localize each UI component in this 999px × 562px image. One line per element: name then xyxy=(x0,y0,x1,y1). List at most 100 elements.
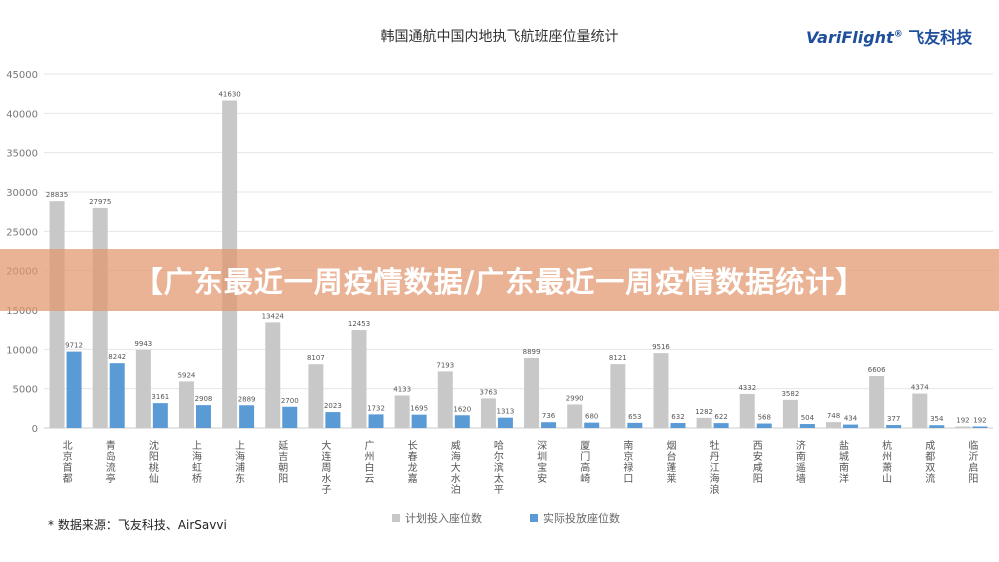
bar-actual xyxy=(756,423,772,428)
data-label-planned: 41630 xyxy=(218,91,240,99)
data-label-planned: 5924 xyxy=(178,371,196,379)
bar-planned xyxy=(567,404,583,428)
bar-planned xyxy=(524,357,540,428)
data-label-actual: 354 xyxy=(930,415,944,423)
bar-actual xyxy=(497,417,513,428)
data-label-actual: 3161 xyxy=(151,393,169,401)
x-tick-label: 盐城南洋 xyxy=(837,439,849,484)
logo-registered-mark: ® xyxy=(893,29,903,40)
data-label-planned: 28835 xyxy=(46,191,68,199)
legend-item-planned: 计划投入座位数 xyxy=(392,510,482,526)
x-tick-label: 南京禄口 xyxy=(621,439,633,484)
data-label-actual: 2700 xyxy=(281,397,299,405)
bar-planned xyxy=(696,417,712,428)
bar-planned xyxy=(653,353,669,428)
data-label-actual: 377 xyxy=(887,415,900,423)
data-label-planned: 4374 xyxy=(911,384,929,392)
data-label-actual: 1695 xyxy=(410,405,428,413)
data-label-planned: 2990 xyxy=(566,394,584,402)
data-label-planned: 12453 xyxy=(348,320,370,328)
x-tick-label: 上海虹桥 xyxy=(189,440,201,484)
bar-actual xyxy=(843,424,859,428)
data-label-actual: 434 xyxy=(844,415,858,423)
bar-actual xyxy=(541,422,557,428)
y-tick-label: 45000 xyxy=(6,70,38,81)
x-tick-label: 深圳宝安 xyxy=(535,440,547,484)
bar-planned xyxy=(92,207,108,428)
data-label-planned: 27975 xyxy=(89,198,111,206)
x-tick-label: 上海浦东 xyxy=(233,440,245,484)
data-label-planned: 13424 xyxy=(262,312,285,320)
y-tick-label: 40000 xyxy=(6,109,38,120)
data-label-actual: 680 xyxy=(585,413,598,421)
data-label-planned: 748 xyxy=(827,412,840,420)
bar-actual xyxy=(152,403,168,428)
legend-label-planned: 计划投入座位数 xyxy=(405,512,482,525)
bar-actual xyxy=(325,412,341,428)
x-tick-label: 长春龙嘉 xyxy=(405,440,417,484)
bar-planned xyxy=(480,398,496,428)
data-label-actual: 653 xyxy=(628,413,641,421)
bar-planned xyxy=(265,322,281,428)
y-tick-label: 0 xyxy=(32,424,38,435)
data-label-actual: 1313 xyxy=(497,408,515,416)
data-label-actual: 632 xyxy=(671,413,684,421)
y-tick-label: 35000 xyxy=(6,149,38,160)
bar-actual xyxy=(886,425,902,428)
bar-actual xyxy=(66,351,82,428)
bar-actual xyxy=(670,423,686,428)
bar-actual xyxy=(584,422,600,428)
data-label-actual: 2023 xyxy=(324,402,342,410)
bar-planned xyxy=(135,349,151,428)
y-tick-label: 30000 xyxy=(6,188,38,199)
data-label-actual: 2908 xyxy=(195,395,213,403)
logo-chinese-name: 飞友科技 xyxy=(908,28,973,47)
x-tick-label: 临沂启阳 xyxy=(966,439,978,484)
bar-planned xyxy=(308,364,324,428)
x-tick-label: 延吉朝阳 xyxy=(276,440,288,484)
bar-actual xyxy=(713,423,729,428)
data-label-planned: 4332 xyxy=(738,384,756,392)
bar-actual xyxy=(368,414,384,428)
data-label-actual: 2889 xyxy=(238,395,256,403)
bar-actual xyxy=(972,426,988,428)
data-label-actual: 504 xyxy=(801,414,815,422)
legend-item-actual: 实际投放座位数 xyxy=(530,510,620,526)
x-tick-label: 牡丹江海浪 xyxy=(707,439,719,495)
bar-planned xyxy=(955,426,971,428)
x-tick-label: 大连周水子 xyxy=(319,439,331,495)
bar-planned xyxy=(351,330,367,428)
bar-planned xyxy=(869,376,885,428)
x-tick-label: 青岛流亭 xyxy=(103,439,115,484)
x-tick-label: 广州白云 xyxy=(362,440,374,484)
bar-planned xyxy=(49,201,65,428)
data-label-actual: 622 xyxy=(714,413,727,421)
bar-actual xyxy=(282,406,298,428)
data-label-planned: 7193 xyxy=(436,361,454,369)
x-tick-label: 北京首都 xyxy=(60,440,72,484)
data-label-planned: 8121 xyxy=(609,354,627,362)
data-label-planned: 1282 xyxy=(695,408,713,416)
chart-title: 韩国通航中国内地执飞航班座位量统计 xyxy=(380,29,619,45)
x-tick-label: 成都双流 xyxy=(923,440,935,484)
data-label-planned: 4133 xyxy=(393,385,411,393)
bar-actual xyxy=(929,425,945,428)
data-label-actual: 1620 xyxy=(453,405,471,413)
bar-actual xyxy=(411,414,427,428)
bar-actual xyxy=(195,405,211,428)
bar-planned xyxy=(437,371,453,428)
bar-actual xyxy=(627,422,643,428)
bar-planned xyxy=(178,381,194,428)
data-label-actual: 192 xyxy=(973,416,986,424)
bar-planned xyxy=(782,399,798,428)
x-tick-label: 厦门高崎 xyxy=(578,440,590,484)
data-label-planned: 192 xyxy=(956,416,969,424)
y-tick-label: 10000 xyxy=(6,345,38,356)
x-tick-label: 沈阳桃仙 xyxy=(146,439,158,484)
x-tick-label: 西安咸阳 xyxy=(750,440,762,484)
bar-planned xyxy=(912,393,928,428)
x-tick-label: 哈尔滨太平 xyxy=(491,439,503,495)
overlay-banner: 【广东最近一周疫情数据/广东最近一周疫情数据统计】 xyxy=(0,249,999,311)
x-tick-label: 烟台蓬莱 xyxy=(664,439,676,484)
legend-swatch-actual xyxy=(530,514,538,522)
